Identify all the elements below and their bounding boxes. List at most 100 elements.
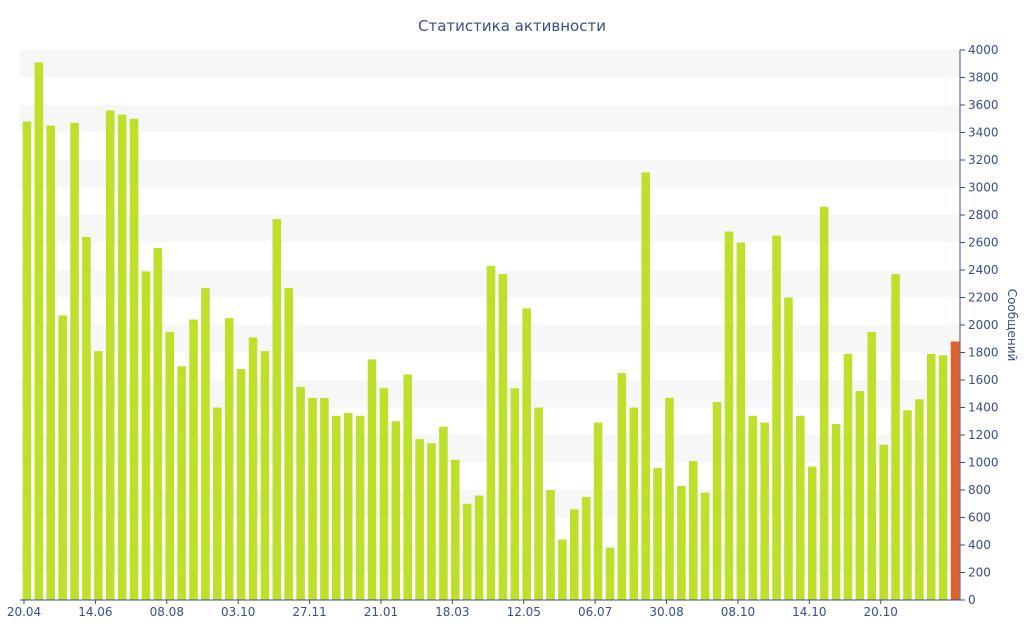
- y-tick-label: 1000: [968, 456, 999, 470]
- highlighted-bar: [950, 341, 960, 600]
- bar: [201, 287, 210, 601]
- bar: [94, 351, 103, 601]
- bar: [891, 274, 900, 601]
- bar: [332, 415, 341, 600]
- bar: [153, 248, 163, 600]
- bar: [926, 353, 936, 601]
- bar: [855, 391, 865, 600]
- y-axis-label: Сообщений: [1005, 289, 1019, 362]
- y-tick-label: 3600: [968, 98, 999, 112]
- bar: [213, 407, 222, 600]
- x-tick-label: 18.03: [435, 605, 469, 619]
- bar: [391, 421, 401, 600]
- x-tick-label: 03.10: [221, 605, 255, 619]
- bar: [688, 461, 698, 601]
- x-tick-label: 14.10: [792, 605, 826, 619]
- bar: [439, 426, 448, 600]
- bar: [224, 318, 234, 601]
- bar: [736, 242, 746, 600]
- x-tick-label: 27.11: [292, 605, 326, 619]
- bar: [308, 397, 317, 601]
- x-tick-label: 12.05: [507, 605, 541, 619]
- y-tick-label: 200: [968, 566, 991, 580]
- y-tick-label: 3800: [968, 71, 999, 85]
- chart-title: Статистика активности: [418, 17, 606, 35]
- bar: [510, 388, 520, 600]
- bar: [796, 415, 805, 600]
- y-tick-label: 3200: [968, 153, 999, 167]
- bar: [22, 121, 32, 600]
- bar: [427, 443, 436, 600]
- bar: [415, 439, 424, 601]
- bar: [570, 509, 579, 600]
- y-tick-label: 1600: [968, 373, 999, 387]
- bar: [712, 402, 722, 600]
- bar: [546, 490, 555, 600]
- grid-band: [20, 105, 960, 133]
- bar: [451, 459, 460, 600]
- bar: [474, 495, 484, 600]
- y-tick-label: 1800: [968, 346, 999, 360]
- bar: [641, 172, 650, 601]
- bar: [403, 374, 412, 600]
- y-tick-label: 800: [968, 483, 991, 497]
- y-tick-label: 600: [968, 511, 991, 525]
- bar: [355, 415, 365, 600]
- bar: [34, 62, 44, 601]
- bar: [462, 503, 472, 600]
- y-tick-label: 0: [968, 593, 976, 607]
- bar: [46, 125, 56, 601]
- y-tick-label: 3400: [968, 126, 999, 140]
- bar: [772, 235, 781, 601]
- bar: [486, 265, 496, 601]
- bar: [320, 397, 329, 601]
- bar: [629, 407, 639, 600]
- grid-band: [20, 50, 960, 78]
- bar: [784, 297, 793, 600]
- bar: [189, 319, 198, 600]
- bar: [236, 369, 246, 600]
- bar: [558, 539, 567, 600]
- bar: [105, 110, 115, 600]
- x-tick-label: 30.08: [649, 605, 683, 619]
- bar: [117, 114, 127, 601]
- bar: [867, 331, 877, 601]
- bar: [593, 422, 603, 601]
- bar: [165, 331, 175, 601]
- bar: [724, 231, 734, 600]
- bar: [82, 237, 91, 600]
- x-tick-label: 21.01: [364, 605, 398, 619]
- x-tick-label: 20.10: [864, 605, 898, 619]
- bar: [284, 287, 294, 601]
- bar: [296, 386, 305, 601]
- bar: [700, 492, 710, 600]
- y-tick-label: 400: [968, 538, 991, 552]
- x-tick-label: 14.06: [78, 605, 112, 619]
- bar: [367, 359, 377, 601]
- y-tick-label: 3000: [968, 181, 999, 195]
- bar: [260, 351, 270, 601]
- bar: [379, 388, 389, 600]
- bar: [748, 415, 758, 600]
- bar: [879, 444, 888, 601]
- bar: [272, 219, 282, 601]
- bar: [498, 274, 508, 601]
- bar: [522, 308, 531, 600]
- bar-series: [22, 62, 960, 601]
- y-tick-label: 2600: [968, 236, 999, 250]
- y-tick-label: 2800: [968, 208, 999, 222]
- bar: [141, 271, 151, 601]
- x-axis-ticks: 20.04 14.06 08.08 03.10 27.11 21.01 18.03 12.05…: [7, 600, 898, 619]
- grid-band: [20, 215, 960, 243]
- bar: [617, 373, 627, 601]
- bar: [343, 413, 353, 600]
- x-tick-label: 08.10: [721, 605, 755, 619]
- y-tick-label: 1200: [968, 428, 999, 442]
- y-axis-ticks: 0 200 400 600 800 1000 1200 1400 1600 1800 2000 220…: [960, 43, 999, 607]
- bar: [843, 353, 853, 601]
- bar: [70, 122, 79, 601]
- y-tick-label: 2400: [968, 263, 999, 277]
- y-tick-label: 1400: [968, 401, 999, 415]
- bar: [665, 397, 674, 601]
